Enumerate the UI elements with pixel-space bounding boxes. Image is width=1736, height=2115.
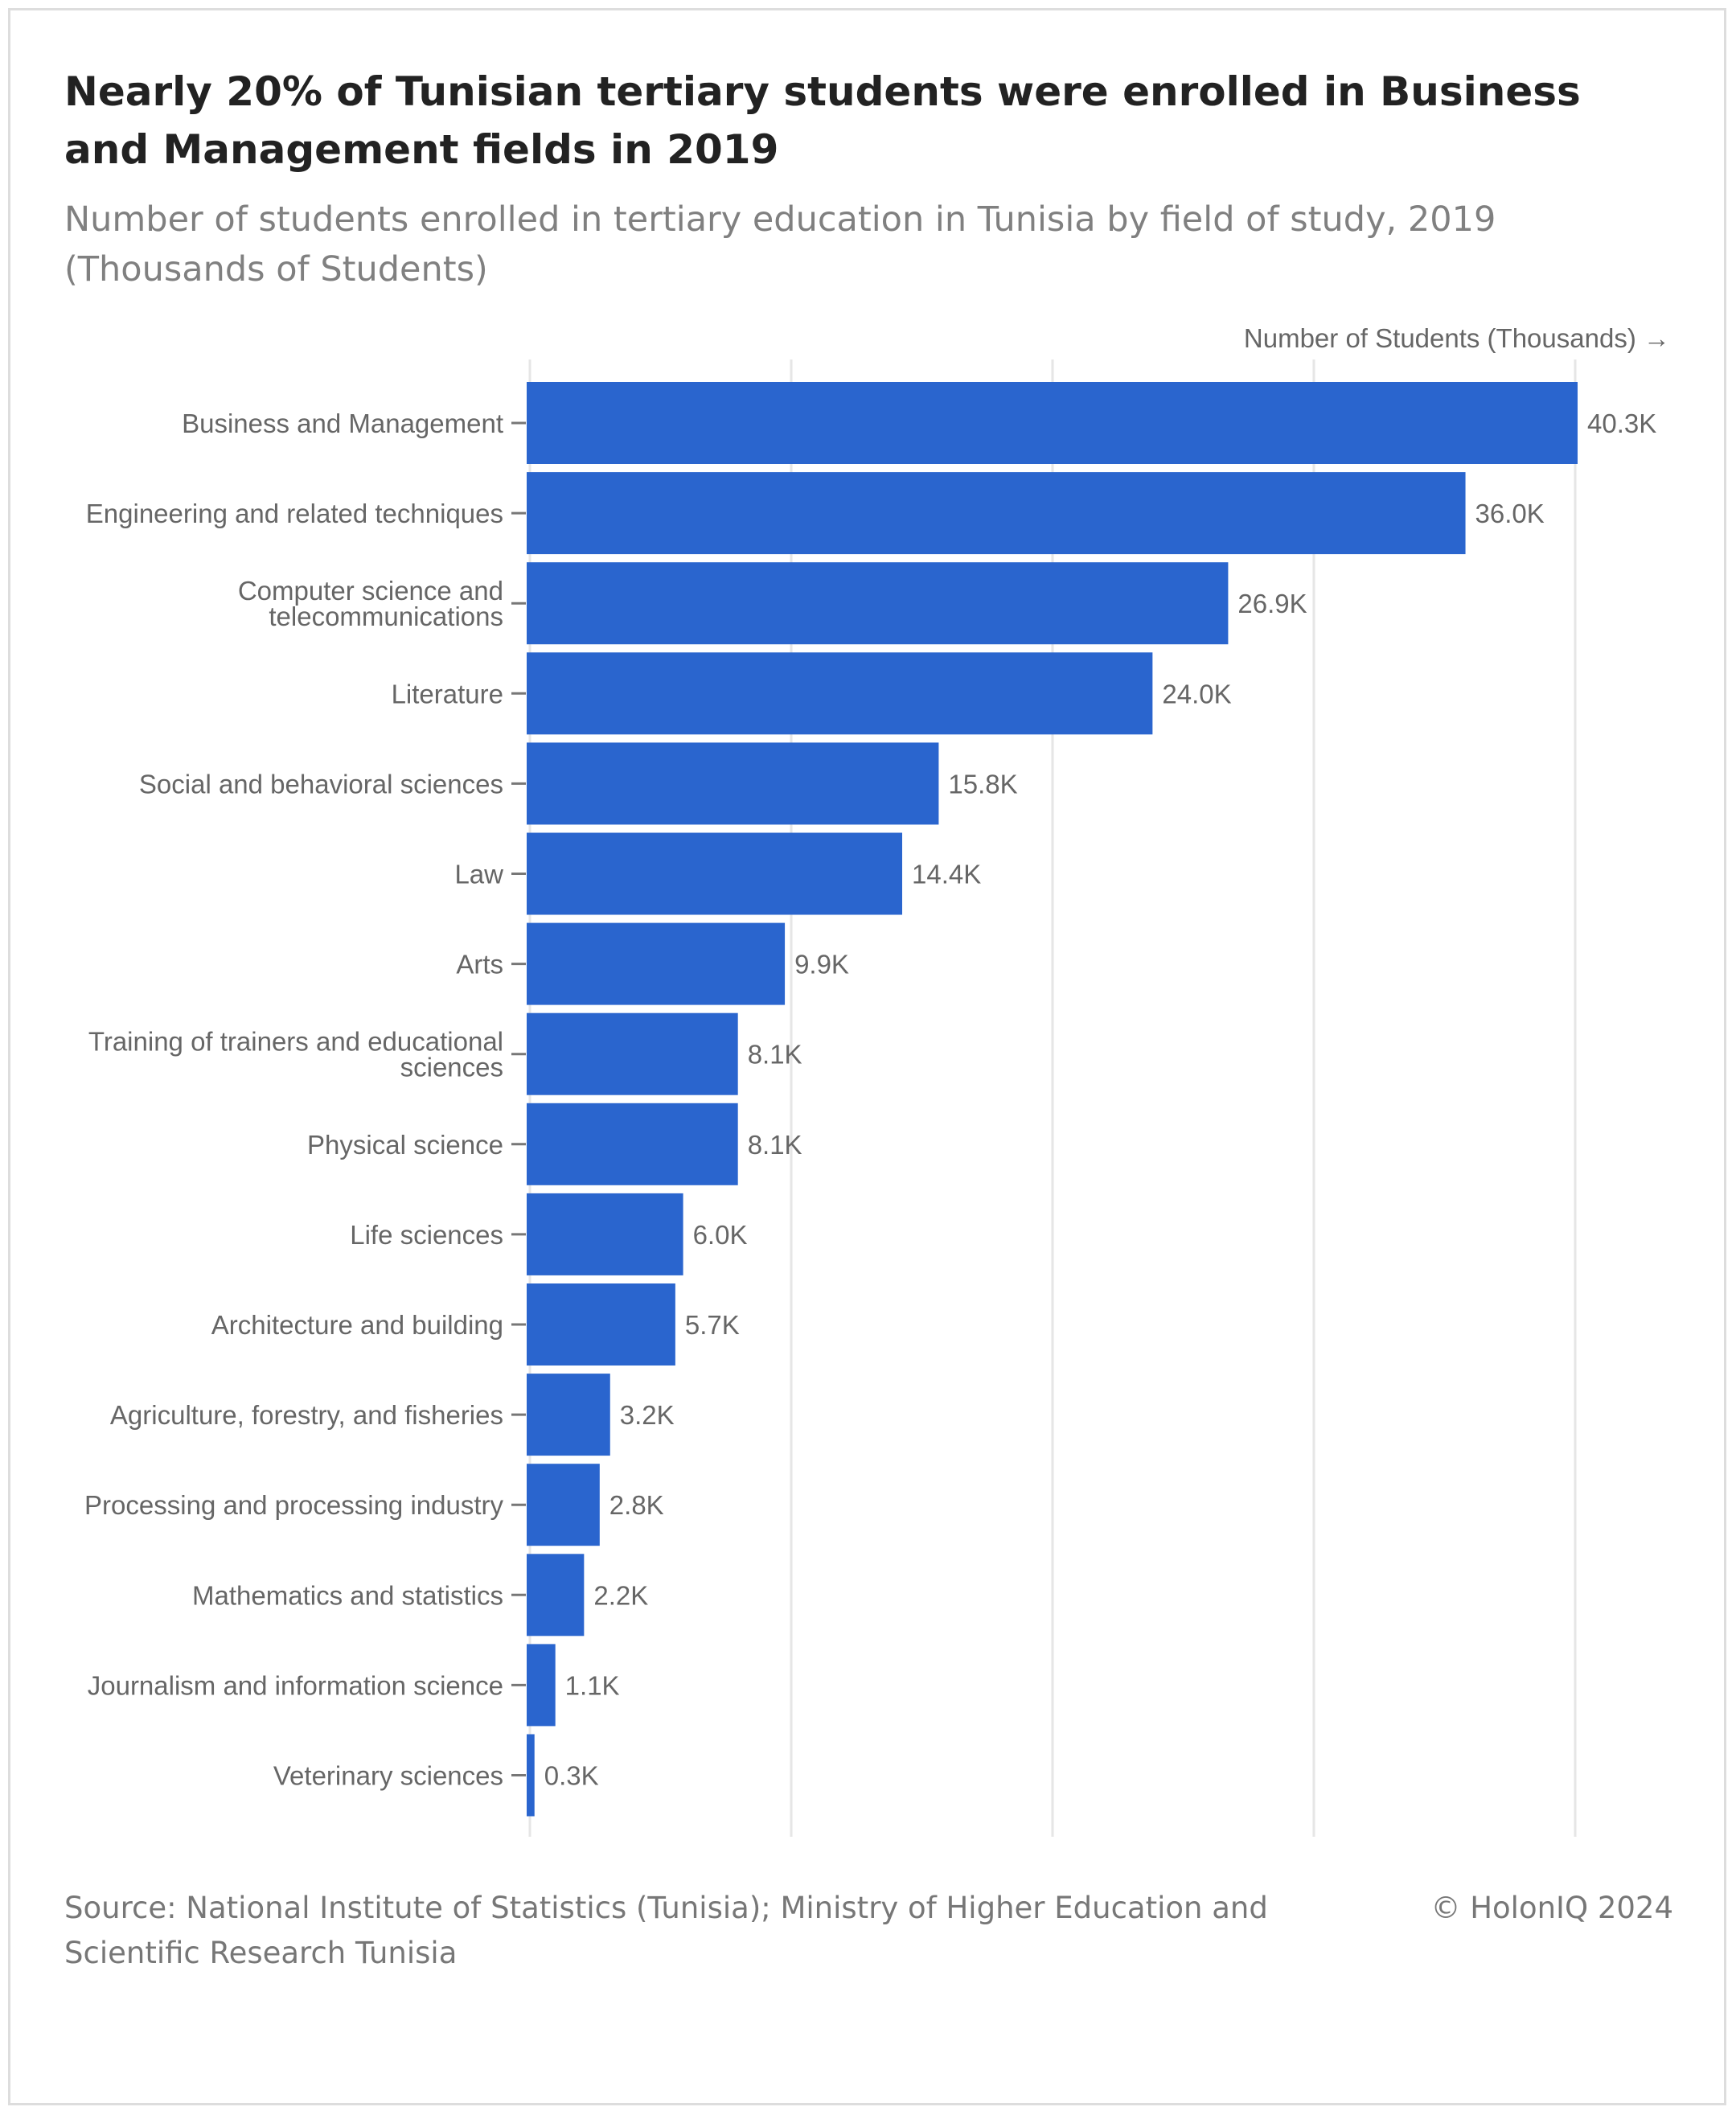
copyright: © HolonIQ 2024 [1430,1891,1673,1925]
bar [527,742,939,825]
value-label: 6.0K [693,1220,748,1250]
value-label: 2.8K [609,1490,664,1520]
value-label: 5.7K [685,1310,740,1340]
category-label: Business and Management [182,409,503,438]
category-label: Arts [456,950,503,979]
category-label: Physical science [307,1130,503,1160]
category-label: Processing and processing industry [84,1490,503,1520]
value-label: 40.3K [1587,409,1656,438]
category-label: Law [454,860,503,889]
bar [527,562,1229,645]
value-label: 1.1K [565,1670,620,1700]
value-label: 36.0K [1475,499,1545,528]
value-label: 0.3K [544,1761,599,1791]
category-label: Mathematics and statistics [192,1580,503,1610]
category-label: Literature [392,679,503,708]
value-label: 9.9K [794,950,849,979]
value-label: 15.8K [948,769,1017,799]
value-label: 3.2K [620,1400,675,1430]
source-note: Source: National Institute of Statistics… [64,1891,1268,1970]
bar [527,382,1578,464]
category-labels: Business and Management Engineering and r… [84,409,526,1791]
value-labels: 40.3K 36.0K 26.9K 24.0K 15.8K 14.4K 9.9K 8.1K 8.… [544,409,1657,1791]
bar [527,1103,738,1185]
value-label: 8.1K [748,1130,802,1160]
category-label: Social and behavioral sciences [139,769,503,799]
category-label: Journalism and information science [88,1670,503,1700]
bar [527,1283,675,1366]
value-label: 14.4K [912,860,981,889]
category-label: Life sciences [350,1220,503,1250]
value-label: 2.2K [593,1580,648,1610]
bar [527,1374,610,1456]
bar [527,1464,600,1546]
value-label: 24.0K [1162,679,1231,708]
bar [527,1012,738,1095]
bar [527,922,786,1005]
bar [527,472,1466,555]
value-label: 26.9K [1237,589,1307,618]
value-label: 8.1K [748,1040,802,1070]
chart-subtitle: Number of students enrolled in tertiary … [64,199,1496,290]
bar [527,832,903,915]
bar [527,652,1153,735]
category-label: Computer science and telecommunications [238,576,503,631]
bar [527,1554,585,1637]
chart-card [8,8,1726,2105]
bar [527,1193,683,1275]
bars [527,382,1578,1817]
chart-title: Nearly 20% of Tunisian tertiary students… [64,68,1581,173]
category-label: Engineering and related techniques [86,499,503,528]
x-axis-title: Number of Students (Thousands) → [1244,323,1670,353]
category-label: Training of trainers and educational scie… [88,1027,503,1082]
category-label: Architecture and building [211,1310,503,1340]
bar-chart: Business and Management Engineering and r… [84,323,1670,1837]
category-label: Veterinary sciences [273,1761,503,1791]
bar [527,1734,535,1817]
category-label: Agriculture, forestry, and fisheries [110,1400,503,1430]
bar [527,1644,556,1727]
